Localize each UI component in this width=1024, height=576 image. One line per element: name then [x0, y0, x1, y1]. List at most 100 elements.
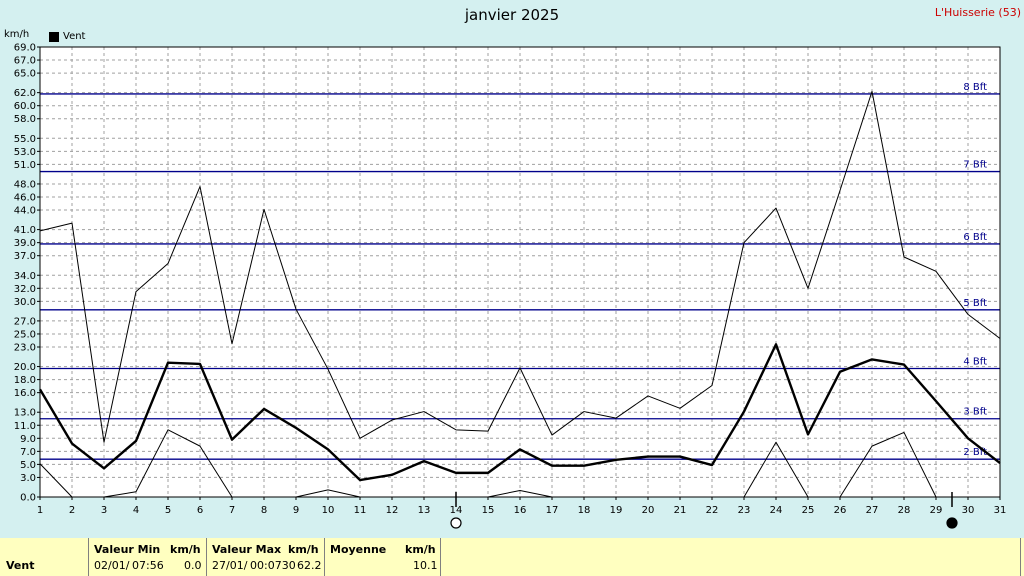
station-name: L'Huisserie (53): [934, 6, 1021, 19]
full-moon-icon: [450, 517, 462, 529]
avg-header: Moyenne: [330, 543, 387, 556]
avg-unit: km/h: [405, 543, 436, 556]
y-tick-label: 67.0: [14, 56, 36, 67]
y-tick-label: 3.0: [20, 473, 36, 484]
x-tick-label: 8: [261, 505, 267, 516]
footer-row-label: Vent: [6, 559, 35, 572]
y-tick-label: 32.0: [14, 284, 36, 295]
unit-label: km/h: [4, 29, 30, 40]
x-tick-label: 4: [133, 505, 139, 516]
x-tick-label: 23: [738, 505, 751, 516]
series-max-line: [39, 90, 1001, 443]
y-tick-label: 55.0: [14, 134, 36, 145]
footer-separator: [1020, 538, 1021, 576]
y-tick-label: 13.0: [14, 408, 36, 419]
y-tick-label: 34.0: [14, 271, 36, 282]
y-tick-label: 20.0: [14, 362, 36, 373]
y-tick-label: 44.0: [14, 206, 36, 217]
x-tick-label: 21: [674, 505, 687, 516]
legend-swatch: [49, 31, 59, 42]
x-tick-label: 19: [610, 505, 623, 516]
y-tick-label: 60.0: [14, 101, 36, 112]
footer-separator: [440, 538, 441, 576]
x-tick-label: 17: [546, 505, 559, 516]
y-tick-label: 69.0: [14, 43, 36, 54]
x-tick-label: 6: [197, 505, 203, 516]
x-tick-label: 10: [322, 505, 335, 516]
x-tick-label: 18: [578, 505, 591, 516]
x-tick-label: 11: [354, 505, 367, 516]
y-tick-label: 11.0: [14, 421, 36, 432]
x-tick-label: 28: [898, 505, 911, 516]
y-tick-label: 46.0: [14, 193, 36, 204]
y-tick-label: 65.0: [14, 69, 36, 80]
min-time: 07:56: [132, 559, 164, 572]
x-tick-label: 7: [229, 505, 235, 516]
min-header: Valeur Min: [94, 543, 161, 556]
series-min-line: [487, 489, 553, 498]
x-tick-label: 14: [450, 505, 463, 516]
y-tick-label: 23.0: [14, 343, 36, 354]
x-tick-label: 2: [69, 505, 75, 516]
y-tick-label: 16.0: [14, 388, 36, 399]
legend: Vent: [49, 31, 85, 42]
max-time: 00:0730: [250, 559, 296, 572]
footer-separator: [88, 538, 89, 576]
x-tick-label: 9: [293, 505, 299, 516]
min-value: 0.0: [184, 559, 202, 572]
x-tick-label: 27: [866, 505, 879, 516]
x-tick-label: 31: [994, 505, 1007, 516]
max-date: 27/01/: [212, 559, 248, 572]
footer-separator: [324, 538, 325, 576]
beaufort-label: 8 Bft: [963, 82, 987, 93]
x-tick-label: 26: [834, 505, 847, 516]
y-tick-label: 25.0: [14, 329, 36, 340]
x-tick-label: 16: [514, 505, 527, 516]
min-date: 02/01/: [94, 559, 130, 572]
y-tick-label: 41.0: [14, 225, 36, 236]
beaufort-label: 2 Bft: [963, 447, 987, 458]
y-tick-label: 7.0: [20, 447, 36, 458]
y-tick-label: 58.0: [14, 114, 36, 125]
y-tick-label: 37.0: [14, 251, 36, 262]
x-tick-label: 1: [37, 505, 43, 516]
y-tick-label: 39.0: [14, 238, 36, 249]
y-tick-label: 53.0: [14, 147, 36, 158]
chart-title: janvier 2025: [464, 6, 560, 24]
x-tick-label: 20: [642, 505, 655, 516]
max-header: Valeur Max: [212, 543, 282, 556]
new-moon-icon: [946, 517, 958, 529]
beaufort-label: 7 Bft: [963, 160, 987, 171]
y-tick-label: 18.0: [14, 375, 36, 386]
y-tick-label: 62.0: [14, 88, 36, 99]
series-min-line: [295, 489, 361, 498]
y-tick-label: 30.0: [14, 297, 36, 308]
max-unit: km/h: [288, 543, 319, 556]
footer-separator: [206, 538, 207, 576]
wind-chart: 0.0 3.0 5.0 7.0 9.0 11.0 13.0 16.0 18.0 20.0 23.0 2…: [14, 43, 1007, 529]
y-tick-label: 0.0: [20, 493, 36, 504]
y-tick-label: 5.0: [20, 460, 36, 471]
x-tick-label: 5: [165, 505, 171, 516]
x-tick-label: 29: [930, 505, 943, 516]
min-unit: km/h: [170, 543, 201, 556]
y-tick-label: 27.0: [14, 316, 36, 327]
plot-frame: [39, 46, 1001, 498]
x-tick-label: 13: [418, 505, 431, 516]
y-tick-label: 9.0: [20, 434, 36, 445]
x-tick-label: 25: [802, 505, 815, 516]
max-value: 62.2: [297, 559, 322, 572]
series-mean-line: [38, 343, 1001, 482]
x-tick-label: 15: [482, 505, 495, 516]
y-tick-label: 51.0: [14, 160, 36, 171]
beaufort-label: 3 Bft: [963, 407, 987, 418]
x-tick-label: 22: [706, 505, 719, 516]
x-tick-label: 3: [101, 505, 107, 516]
avg-value: 10.1: [413, 559, 438, 572]
x-tick-label: 24: [770, 505, 783, 516]
beaufort-label: 6 Bft: [963, 232, 987, 243]
legend-label: Vent: [63, 31, 86, 42]
x-tick-label: 12: [386, 505, 399, 516]
y-tick-label: 48.0: [14, 179, 36, 190]
beaufort-label: 5 Bft: [963, 298, 987, 309]
